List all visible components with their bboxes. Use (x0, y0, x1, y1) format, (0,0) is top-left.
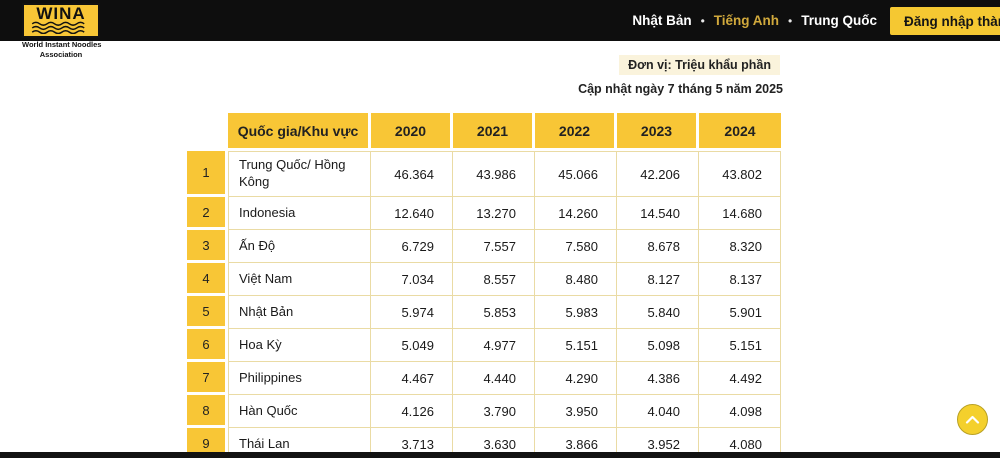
row-value: 6.729 (371, 230, 453, 263)
table-row: 7 Philippines 4.467 4.440 4.290 4.386 4.… (187, 362, 781, 395)
row-value: 5.974 (371, 296, 453, 329)
row-rank: 5 (187, 296, 228, 329)
table-row: 8 Hàn Quốc 4.126 3.790 3.950 4.040 4.098 (187, 395, 781, 428)
row-value: 7.580 (535, 230, 617, 263)
table-header-row: Quốc gia/Khu vực 2020 2021 2022 2023 202… (187, 113, 781, 148)
row-value: 42.206 (617, 151, 699, 197)
row-value: 4.492 (699, 362, 781, 395)
row-country: Hoa Kỳ (228, 329, 371, 362)
table-row: 1 Trung Quốc/ Hồng Kông 46.364 43.986 45… (187, 151, 781, 197)
row-value: 4.977 (453, 329, 535, 362)
top-navigation-bar: Nhật Bản • Tiếng Anh • Trung Quốc Đăng n… (0, 0, 1000, 41)
table-row: 5 Nhật Bản 5.974 5.853 5.983 5.840 5.901 (187, 296, 781, 329)
row-value: 5.983 (535, 296, 617, 329)
row-value: 5.840 (617, 296, 699, 329)
row-value: 7.557 (453, 230, 535, 263)
row-value: 8.557 (453, 263, 535, 296)
noodle-demand-table: Quốc gia/Khu vực 2020 2021 2022 2023 202… (187, 113, 781, 458)
row-country: Philippines (228, 362, 371, 395)
row-value: 4.040 (617, 395, 699, 428)
chevron-up-icon (965, 415, 980, 424)
row-rank: 8 (187, 395, 228, 428)
row-value: 14.540 (617, 197, 699, 230)
table-row: 2 Indonesia 12.640 13.270 14.260 14.540 … (187, 197, 781, 230)
row-value: 5.853 (453, 296, 535, 329)
table-header-year-2020: 2020 (371, 113, 453, 148)
language-nav: Nhật Bản • Tiếng Anh • Trung Quốc (632, 0, 877, 41)
nav-item-english[interactable]: Tiếng Anh (713, 13, 780, 28)
row-country: Việt Nam (228, 263, 371, 296)
row-value: 4.290 (535, 362, 617, 395)
bottom-section-edge (0, 452, 1000, 458)
row-value: 5.901 (699, 296, 781, 329)
table-body: 1 Trung Quốc/ Hồng Kông 46.364 43.986 45… (187, 151, 781, 458)
wina-logo[interactable]: WINA World Instant Noodles Association (22, 3, 102, 60)
wina-logo-box: WINA (22, 3, 100, 38)
row-value: 5.098 (617, 329, 699, 362)
table-header-year-2022: 2022 (535, 113, 617, 148)
row-value: 5.151 (699, 329, 781, 362)
row-value: 8.320 (699, 230, 781, 263)
table-header-year-2024: 2024 (699, 113, 781, 148)
table-row: 3 Ấn Độ 6.729 7.557 7.580 8.678 8.320 (187, 230, 781, 263)
row-value: 8.127 (617, 263, 699, 296)
row-country: Nhật Bản (228, 296, 371, 329)
table-header-year-2021: 2021 (453, 113, 535, 148)
row-rank: 4 (187, 263, 228, 296)
scroll-to-top-button[interactable] (957, 404, 988, 435)
table-row: 4 Việt Nam 7.034 8.557 8.480 8.127 8.137 (187, 263, 781, 296)
logo-subtitle-line2: Association (39, 49, 83, 59)
row-value: 43.986 (453, 151, 535, 197)
row-value: 46.364 (371, 151, 453, 197)
row-country: Indonesia (228, 197, 371, 230)
row-value: 7.034 (371, 263, 453, 296)
row-country: Trung Quốc/ Hồng Kông (228, 151, 371, 197)
row-value: 3.950 (535, 395, 617, 428)
table-header-year-2023: 2023 (617, 113, 699, 148)
row-value: 4.098 (699, 395, 781, 428)
row-value: 43.802 (699, 151, 781, 197)
row-value: 4.440 (453, 362, 535, 395)
row-rank: 7 (187, 362, 228, 395)
row-country: Ấn Độ (228, 230, 371, 263)
row-value: 12.640 (371, 197, 453, 230)
row-rank: 3 (187, 230, 228, 263)
nav-item-chinese[interactable]: Trung Quốc (801, 13, 877, 28)
member-login-button[interactable]: Đăng nhập thành viên (890, 7, 1000, 35)
wina-logo-subtitle: World Instant Noodles Association (22, 40, 102, 60)
row-value: 4.467 (371, 362, 453, 395)
wina-logo-text: WINA (36, 4, 86, 23)
row-value: 4.386 (617, 362, 699, 395)
row-rank: 1 (187, 151, 228, 197)
logo-subtitle-line1: World Instant Noodles (22, 40, 102, 49)
updated-date-label: Cập nhật ngày 7 tháng 5 năm 2025 (578, 82, 783, 96)
row-value: 5.151 (535, 329, 617, 362)
row-value: 13.270 (453, 197, 535, 230)
row-value: 45.066 (535, 151, 617, 197)
row-value: 4.126 (371, 395, 453, 428)
nav-separator: • (700, 13, 705, 28)
row-country: Hàn Quốc (228, 395, 371, 428)
row-value: 5.049 (371, 329, 453, 362)
row-value: 8.480 (535, 263, 617, 296)
table-header-empty-cell (187, 113, 228, 148)
row-value: 3.790 (453, 395, 535, 428)
nav-item-japanese[interactable]: Nhật Bản (632, 13, 692, 28)
row-rank: 6 (187, 329, 228, 362)
table-row: 6 Hoa Kỳ 5.049 4.977 5.151 5.098 5.151 (187, 329, 781, 362)
row-value: 8.137 (699, 263, 781, 296)
row-value: 8.678 (617, 230, 699, 263)
row-value: 14.260 (535, 197, 617, 230)
row-rank: 2 (187, 197, 228, 230)
nav-separator: • (788, 13, 793, 28)
row-value: 14.680 (699, 197, 781, 230)
noodle-waves-icon (31, 21, 85, 34)
table-header-country: Quốc gia/Khu vực (228, 113, 371, 148)
unit-label: Đơn vị: Triệu khẩu phần (619, 55, 780, 75)
